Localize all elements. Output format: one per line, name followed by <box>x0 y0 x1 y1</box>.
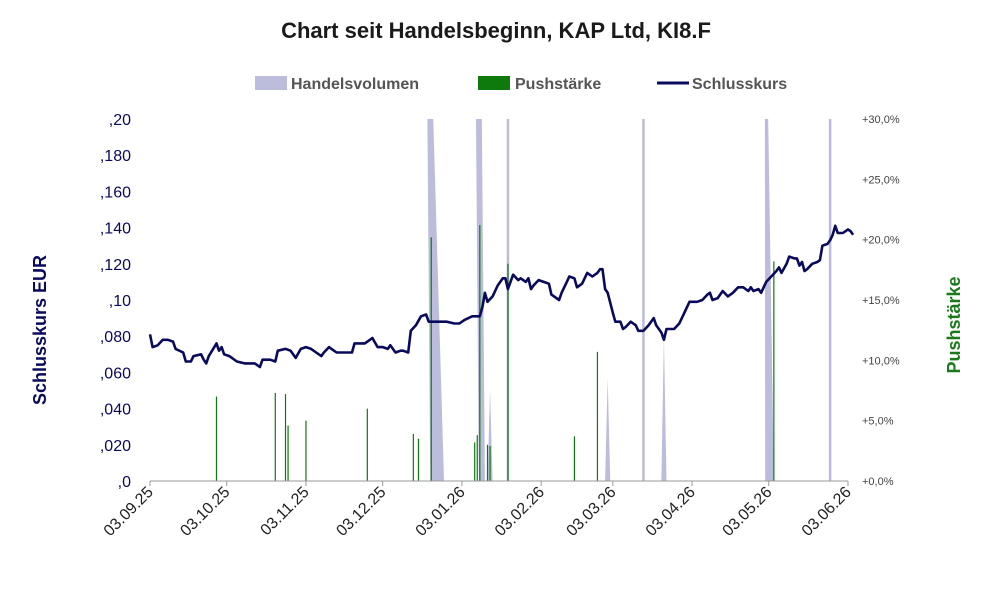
close-series <box>148 224 855 369</box>
y-axis-right-tick-label: +15,0% <box>862 295 900 307</box>
legend-swatch-handelsvolumen <box>255 76 287 90</box>
y-axis-left-tick-label: ,020 <box>100 438 131 455</box>
x-axis-tick-label: 03.03.26 <box>564 484 620 540</box>
x-axis-ticks: 03.09.25 03.10.25 03.11.25 03.12.25 03.01.26… <box>101 481 855 540</box>
x-axis-tick-label: 03.12.25 <box>333 484 389 540</box>
volume-spike <box>427 119 445 481</box>
y-axis-left-tick-label: ,160 <box>100 184 131 201</box>
y-axis-left-tick-label: ,120 <box>100 257 131 274</box>
legend-label-schlusskurs: Schlusskurs <box>692 76 787 93</box>
y-axis-right-tick-label: +10,0% <box>862 355 900 367</box>
x-axis-tick-label: 03.10.25 <box>177 484 233 540</box>
y-axis-right-label: Pushstärke <box>944 276 964 373</box>
volume-series <box>427 119 832 481</box>
x-axis-tick-label: 03.09.25 <box>101 484 157 540</box>
volume-spike <box>475 119 485 481</box>
legend-label-pushstaerke: Pushstärke <box>515 76 601 93</box>
x-axis-tick-label: 03.04.26 <box>643 484 699 540</box>
y-axis-left-tick-label: ,040 <box>100 402 131 419</box>
y-axis-right-tick-label: +0,0% <box>862 476 894 488</box>
y-axis-left-tick-label: ,0 <box>118 474 131 491</box>
volume-spike <box>828 119 832 481</box>
y-axis-right-ticks: +0,0% +5,0% +10,0% +15,0% +20,0% +25,0% +30,0% <box>862 114 900 488</box>
y-axis-left-tick-label: ,20 <box>109 112 131 129</box>
x-axis-tick-label: 03.05.26 <box>720 484 776 540</box>
y-axis-right-tick-label: +5,0% <box>862 416 894 428</box>
y-axis-left-tick-label: ,140 <box>100 221 131 238</box>
y-axis-right-tick-label: +20,0% <box>862 235 900 247</box>
volume-spike <box>642 119 645 481</box>
y-axis-right-tick-label: +30,0% <box>862 114 900 126</box>
y-axis-left-tick-label: ,180 <box>100 148 131 165</box>
chart-title: Chart seit Handelsbeginn, KAP Ltd, KI8.F <box>281 18 711 43</box>
y-axis-right-tick-label: +25,0% <box>862 174 900 186</box>
x-axis-tick-label: 03.11.25 <box>258 484 313 539</box>
push-series <box>215 225 775 481</box>
y-axis-left-ticks: ,0 ,020 ,040 ,060 ,080 ,10 ,120 ,140 ,160 ,180 ,20 <box>100 112 131 491</box>
x-axis-tick-label: 03.02.26 <box>492 484 548 540</box>
volume-spike <box>487 390 493 481</box>
volume-spike <box>661 336 667 481</box>
y-axis-left-tick-label: ,10 <box>109 293 131 310</box>
volume-spike <box>605 378 611 481</box>
x-axis-tick-label: 03.06.26 <box>799 484 855 540</box>
close-line <box>148 224 855 369</box>
legend-label-handelsvolumen: Handelsvolumen <box>291 76 419 93</box>
y-axis-left-tick-label: ,060 <box>100 365 131 382</box>
y-axis-left-tick-label: ,080 <box>100 329 131 346</box>
y-axis-left-label: Schlusskurs EUR <box>30 255 50 405</box>
volume-spike <box>764 119 774 481</box>
x-axis-tick-label: 03.01.26 <box>413 484 469 540</box>
legend-swatch-pushstaerke <box>478 76 510 90</box>
legend: Handelsvolumen Pushstärke Schlusskurs <box>255 76 787 93</box>
